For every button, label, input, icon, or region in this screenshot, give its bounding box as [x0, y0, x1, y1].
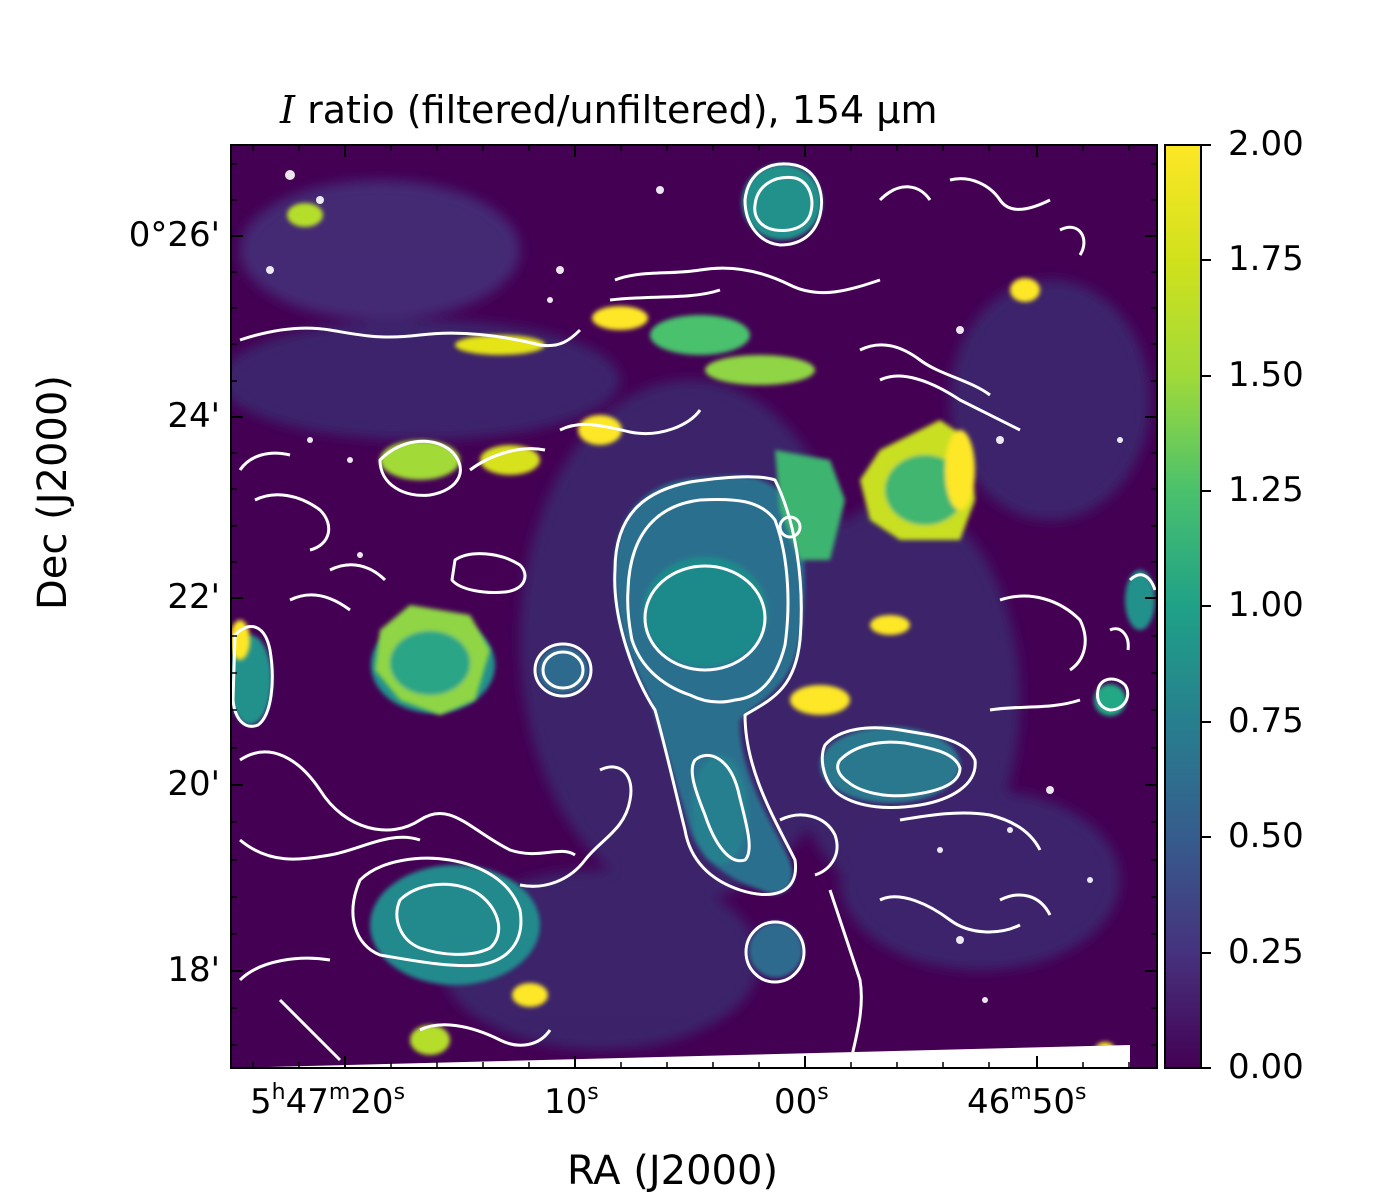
x-tick-label: 46m50s [967, 1080, 1087, 1122]
y-tick-label: 20' [167, 764, 220, 804]
colorbar-ticks [1201, 144, 1211, 1069]
colorbar [1164, 144, 1202, 1069]
axes-frame [230, 144, 1158, 1069]
title-text: ratio (filtered/unfiltered), 154 μm [307, 88, 938, 132]
ratio-map [231, 145, 1157, 1068]
colorbar-tick-label: 0.00 [1228, 1047, 1304, 1087]
chart-title: I ratio (filtered/unfiltered), 154 μm [280, 88, 938, 132]
y-ticks [231, 235, 1157, 972]
title-italic-prefix: I [280, 88, 296, 132]
y-tick-label: 0°26' [128, 215, 220, 255]
x-minor-ticks [252, 145, 1130, 1068]
colorbar-tick-label: 1.75 [1228, 239, 1304, 279]
colorbar-tick-label: 1.00 [1228, 585, 1304, 625]
y-tick-label: 18' [167, 950, 220, 990]
y-tick-label: 22' [167, 577, 220, 617]
colorbar-tick-label: 2.00 [1228, 124, 1304, 164]
colorbar-tick-label: 1.50 [1228, 355, 1304, 395]
x-tick-label: 00s [774, 1080, 829, 1122]
y-tick-label: 24' [167, 396, 220, 436]
x-tick-label: 5h47m20s [250, 1080, 406, 1122]
colorbar-tick-label: 0.25 [1228, 932, 1304, 972]
colorbar-tick-label: 0.50 [1228, 816, 1304, 856]
colorbar-tick-label: 0.75 [1228, 701, 1304, 741]
x-axis-label: RA (J2000) [567, 1148, 779, 1194]
y-minor-ticks [231, 163, 1157, 1046]
x-tick-label: 10s [544, 1080, 599, 1122]
colorbar-tick-label: 1.25 [1228, 470, 1304, 510]
x-ticks [344, 145, 1038, 1068]
